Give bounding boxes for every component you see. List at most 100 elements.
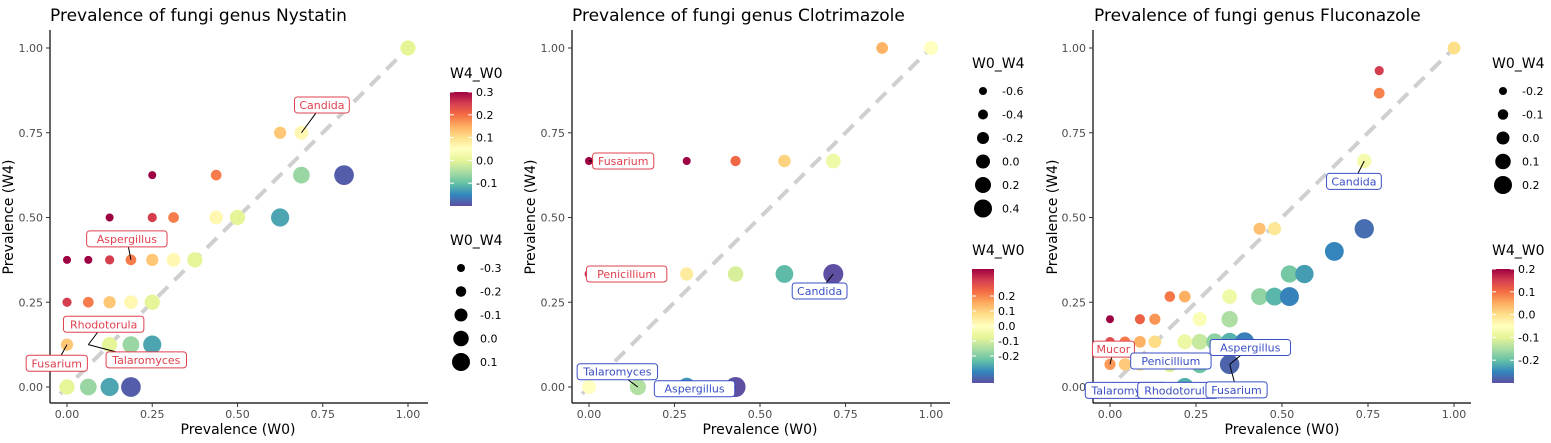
color-legend-label: -0.1 [1518,331,1539,344]
size-legend-label: -0.2 [1522,85,1543,98]
x-tick-label: 0.75 [311,408,336,421]
size-legend-title: W0_W4 [1492,56,1545,72]
point-label: Talaromyces [582,366,651,379]
label-box [653,380,736,398]
data-point [59,379,75,395]
x-tick-label: 0.50 [225,408,250,421]
size-legend-label: -0.3 [480,262,501,275]
data-point [1253,222,1266,235]
data-point [79,378,97,396]
data-point [1374,66,1384,76]
data-point [582,380,596,394]
size-legend-label: -0.2 [480,286,501,299]
y-tick-label: 1.00 [19,42,44,55]
size-legend-label: 0.1 [1522,156,1540,169]
size-legend-dot [974,199,992,218]
point-label: Candida [797,285,842,298]
data-point [1191,333,1208,350]
y-tick-label: 0.50 [541,212,566,225]
size-legend-dot [978,109,988,120]
color-legend-label: 0.3 [476,86,494,99]
point-label: Mucor [1097,343,1131,356]
size-legend-label: 0.1 [480,356,498,369]
y-tick-label: 0.00 [1062,381,1087,394]
color-legend-title: W4_W0 [450,66,503,82]
data-point [1373,87,1385,99]
data-point [730,155,741,167]
size-legend-dot [455,286,467,297]
color-legend-label: 0.0 [998,320,1016,333]
label-box [1130,352,1212,370]
data-point [209,210,224,225]
data-point [775,265,794,283]
data-point [825,153,841,169]
data-point [293,166,310,184]
data-point [682,156,691,165]
data-point [124,295,138,310]
panel-clotrimazole: Prevalence of fungi genus Clotrimazole P… [523,6,1025,438]
data-point [100,377,119,397]
data-point [1178,290,1191,303]
chart-title: Prevalence of fungi genus Fluconazole [1094,6,1421,26]
color-legend-label: 0.1 [998,305,1016,318]
reference-line [1101,39,1463,396]
label-box [1326,172,1382,190]
data-point [1324,241,1344,261]
data-point [1148,335,1162,349]
data-point [147,212,157,223]
chart-title: Prevalence of fungi genus Nystatin [50,6,347,26]
data-point [105,213,114,222]
size-legend-label: 0.0 [1002,156,1020,169]
x-tick-label: 0.50 [748,408,773,421]
size-legend-dot [453,330,469,347]
size-legend-dot [1497,109,1509,120]
data-point [102,337,118,353]
data-point [1265,287,1284,306]
point-label: Aspergillus [664,383,724,396]
label-box [105,351,187,369]
data-point [146,253,159,266]
label-box [791,282,848,300]
point-label: Penicillium [1141,355,1200,368]
x-tick-label: 0.75 [833,408,858,421]
size-legend-label: 0.0 [1522,132,1540,145]
x-axis-label: Prevalence (W0) [1225,422,1340,438]
label-box [585,265,668,283]
x-tick-label: 0.00 [577,408,602,421]
label-box [25,354,88,372]
color-legend-label: -0.1 [998,335,1019,348]
label-box [62,315,145,333]
data-point [727,266,744,282]
color-legend-label: 0.2 [1518,263,1536,276]
color-bar [1492,269,1514,383]
color-legend-title: W4_W0 [972,243,1025,259]
data-point [82,296,94,308]
point-label: Penicillium [597,268,656,281]
data-point [400,40,416,56]
size-legend-dot [1495,153,1511,170]
color-legend-label: 0.2 [998,290,1016,303]
data-point [271,208,290,227]
data-point [143,335,162,354]
x-tick-label: 0.75 [1356,408,1381,421]
data-point [778,154,791,168]
data-point [166,253,181,267]
y-tick-label: 0.75 [1062,127,1087,140]
label-box [1209,338,1291,356]
data-point [1354,219,1374,239]
data-point [103,296,116,309]
y-tick-label: 0.50 [1062,212,1087,225]
size-legend-dot [1499,87,1507,95]
data-point [1222,289,1238,304]
size-legend-dot [977,132,989,144]
data-point [63,255,71,264]
x-tick-label: 0.25 [1184,408,1209,421]
x-tick-label: 1.00 [1442,408,1467,421]
size-legend-label: -0.1 [1522,109,1543,122]
data-point [680,267,694,281]
y-axis-label: Prevalence (W4) [1,160,17,275]
x-tick-label: 1.00 [396,408,421,421]
data-point [229,209,246,226]
reference-line [58,39,417,396]
data-point [144,294,160,310]
